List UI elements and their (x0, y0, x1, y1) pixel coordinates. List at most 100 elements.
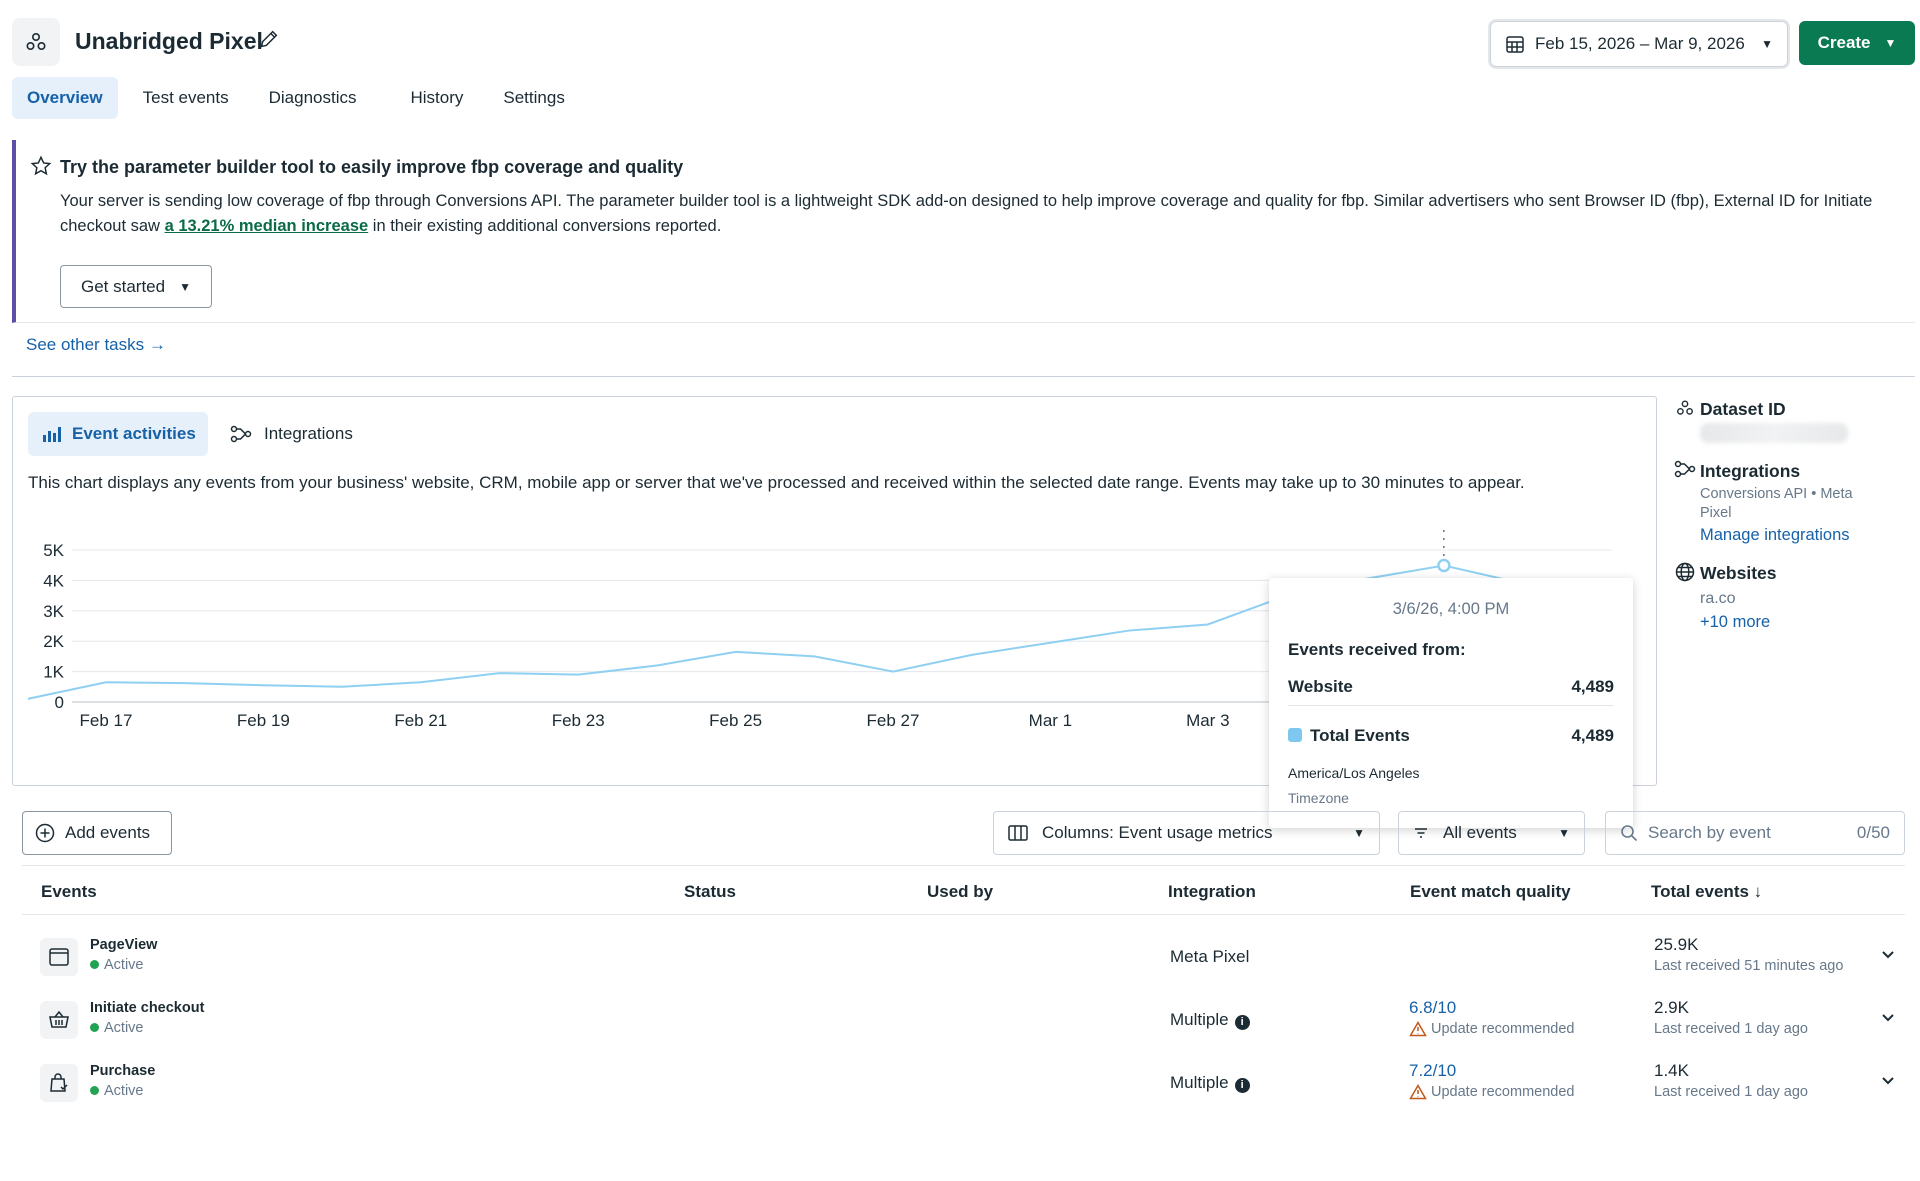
dataset-icon (1675, 398, 1697, 420)
table-row[interactable]: Purchase Active Multiple i 7.2/10 Update … (22, 1052, 1905, 1114)
chevron-down-icon: ▼ (1884, 36, 1897, 50)
emq-note: Update recommended (1409, 1021, 1574, 1037)
y-tick-label: 0 (55, 693, 64, 712)
median-increase-link[interactable]: a 13.21% median increase (164, 217, 369, 235)
shopping-bag-icon (40, 1064, 78, 1102)
arrow-down-icon: ↓ (1753, 882, 1763, 901)
tooltip-row-total: Total Events 4,489 (1288, 726, 1614, 746)
col-used-by[interactable]: Used by (927, 882, 994, 901)
event-status: Active (90, 1020, 144, 1036)
x-tick-label: Feb 17 (80, 711, 133, 730)
tab-integrations[interactable]: Integrations (230, 412, 353, 456)
arrow-right-icon: → (148, 335, 166, 354)
add-events-label: Add events (65, 823, 151, 842)
date-range-label: Feb 15, 2026 – Mar 9, 2026 (1535, 34, 1745, 53)
chart-card (12, 396, 1657, 786)
tab-event-label: Event activities (72, 424, 196, 443)
create-button[interactable]: Create ▼ (1799, 21, 1915, 65)
hover-point (1437, 558, 1451, 573)
series-swatch (1288, 728, 1302, 742)
event-integration: Multiple i (1170, 1010, 1250, 1030)
info-icon[interactable]: i (1234, 1015, 1250, 1030)
table-row[interactable]: PageView Active Meta Pixel 25.9K Last re… (22, 926, 1905, 988)
tooltip-row-label: Website (1288, 677, 1353, 696)
see-other-tasks-label: See other tasks (26, 335, 145, 354)
status-dot (90, 1086, 99, 1095)
col-total-events[interactable]: Total events ↓ (1651, 882, 1762, 902)
event-status: Active (90, 1083, 144, 1099)
integration-label: Multiple (1170, 1073, 1229, 1092)
chevron-down-icon[interactable] (1880, 1009, 1900, 1029)
chevron-down-icon[interactable] (1880, 946, 1900, 966)
y-tick-label: 5K (43, 541, 64, 560)
browser-window-icon (40, 938, 78, 976)
tab-test-events[interactable]: Test events (142, 88, 229, 107)
status-label: Active (104, 1083, 144, 1099)
status-dot (90, 1023, 99, 1032)
chevron-down-icon[interactable] (1880, 1072, 1900, 1092)
search-placeholder: Search by event (1648, 823, 1771, 842)
tooltip-row-label: Total Events (1288, 726, 1410, 746)
tab-settings[interactable]: Settings (503, 88, 565, 107)
banner-body-text: Your server is sending low coverage of f… (60, 192, 1873, 235)
add-events-button[interactable]: Add events (22, 811, 172, 855)
edit-pencil-icon[interactable] (258, 28, 284, 54)
last-received: Last received 51 minutes ago (1654, 958, 1844, 974)
integrations-title: Integrations (1700, 461, 1801, 481)
event-name: PageView (90, 937, 158, 953)
status-label: Active (104, 957, 144, 973)
date-range-picker[interactable]: Feb 15, 2026 – Mar 9, 2026 ▼ (1490, 21, 1788, 67)
search-input[interactable]: Search by event 0/50 (1605, 811, 1905, 855)
emq-score[interactable]: 7.2/10 (1409, 1061, 1457, 1080)
tab-overview[interactable]: Overview (12, 77, 118, 119)
col-events[interactable]: Events (41, 882, 97, 901)
dataset-id-value-redacted (1700, 423, 1848, 443)
search-count: 0/50 (1856, 823, 1890, 842)
table-row[interactable]: Initiate checkout Active Multiple i 6.8/1… (22, 989, 1905, 1051)
event-filter-dropdown[interactable]: All events ▼ (1398, 811, 1585, 855)
total-events-value: 1.4K (1654, 1061, 1689, 1080)
tab-diagnostics[interactable]: Diagnostics (268, 88, 357, 107)
col-status[interactable]: Status (684, 882, 736, 901)
website-value: ra.co (1700, 590, 1736, 607)
chart-description: This chart displays any events from your… (28, 473, 1525, 492)
integrations-sub: Conversions API • Meta Pixel (1700, 486, 1853, 521)
tooltip-time: 3/6/26, 4:00 PM (1392, 600, 1510, 618)
tab-event-activities[interactable]: Event activities (28, 412, 208, 456)
x-tick-label: Feb 25 (709, 711, 762, 730)
get-started-button[interactable]: Get started ▼ (60, 265, 212, 308)
x-tick-label: Feb 23 (552, 711, 605, 730)
col-event-match-quality[interactable]: Event match quality (1410, 882, 1571, 901)
filter-label: All events (1443, 823, 1517, 842)
manage-integrations-link[interactable]: Manage integrations (1700, 526, 1850, 544)
event-status: Active (90, 957, 144, 973)
col-total-events-label: Total events (1651, 882, 1749, 901)
total-events-value: 25.9K (1654, 935, 1699, 954)
tooltip-heading: Events received from: (1288, 640, 1466, 659)
emq-note-label: Update recommended (1431, 1084, 1575, 1100)
see-other-tasks-link[interactable]: See other tasks → (26, 335, 166, 355)
x-tick-label: Mar 1 (1029, 711, 1072, 730)
create-label: Create (1817, 33, 1871, 52)
emq-score[interactable]: 6.8/10 (1409, 998, 1457, 1017)
emq-note: Update recommended (1409, 1084, 1574, 1100)
tab-history[interactable]: History (410, 88, 464, 107)
tooltip-timezone-label: Timezone (1288, 790, 1349, 806)
tab-integrations-label: Integrations (264, 424, 353, 443)
emq-note-label: Update recommended (1431, 1021, 1575, 1037)
get-started-label: Get started (81, 276, 166, 296)
x-tick-label: Feb 21 (394, 711, 447, 730)
event-integration: Meta Pixel (1170, 947, 1250, 966)
x-tick-label: Feb 27 (867, 711, 920, 730)
info-icon[interactable]: i (1234, 1078, 1250, 1093)
bar-chart-icon (43, 427, 61, 442)
banner-body: Your server is sending low coverage of f… (60, 189, 1900, 239)
col-integration[interactable]: Integration (1168, 882, 1256, 901)
more-websites-link[interactable]: +10 more (1700, 613, 1771, 631)
plus-circle-icon (35, 823, 55, 843)
chevron-down-icon: ▼ (179, 279, 191, 294)
columns-dropdown[interactable]: Columns: Event usage metrics ▼ (993, 811, 1380, 855)
star-icon (30, 155, 52, 177)
total-events-value: 2.9K (1654, 998, 1689, 1017)
dataset-id-title: Dataset ID (1700, 399, 1786, 419)
